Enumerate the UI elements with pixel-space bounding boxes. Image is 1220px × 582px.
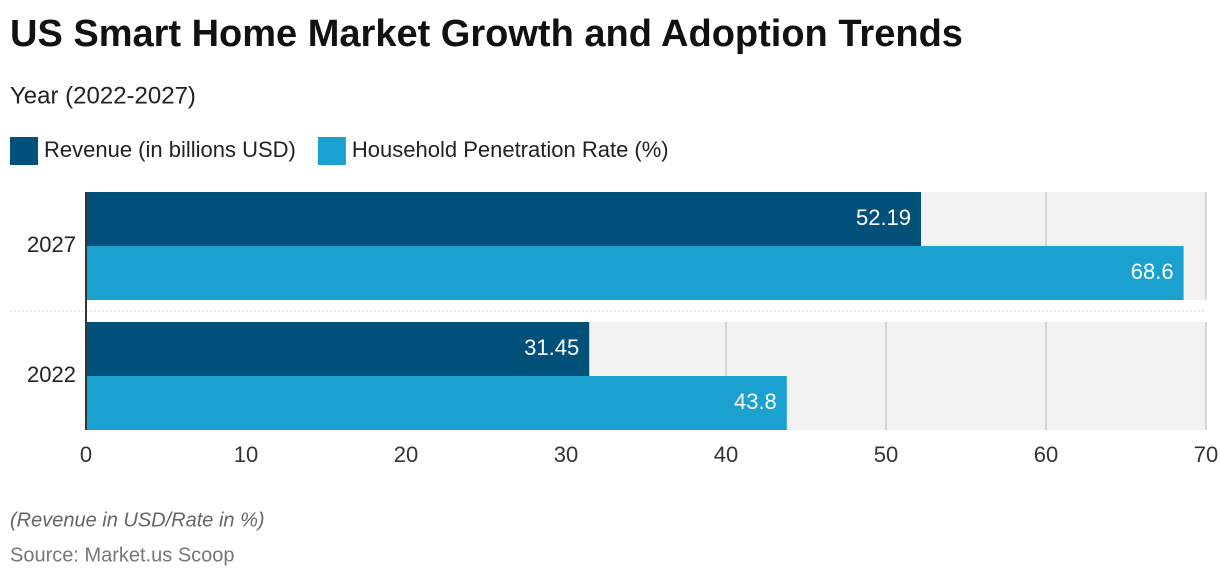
x-tick-label: 10 [234, 442, 258, 467]
chart-title: US Smart Home Market Growth and Adoption… [10, 13, 963, 55]
chart-subtitle: Year (2022-2027) [10, 82, 196, 109]
x-tick-label: 20 [394, 442, 418, 467]
x-tick-label: 30 [554, 442, 578, 467]
x-tick-label: 50 [874, 442, 898, 467]
y-tick-label: 2022 [27, 362, 76, 387]
x-tick-label: 0 [80, 442, 92, 467]
legend-swatch [317, 137, 346, 165]
x-tick-label: 40 [714, 442, 738, 467]
legend-swatch [10, 137, 38, 165]
bar [86, 192, 922, 246]
value-label: 43.8 [734, 389, 777, 414]
source: Source: Market.us Scoop [10, 544, 235, 566]
legend-label: Revenue (in billions USD) [44, 137, 296, 162]
value-label: 68.6 [1131, 259, 1174, 284]
value-label: 52.19 [856, 205, 911, 230]
bar [86, 322, 590, 376]
value-label: 31.45 [524, 335, 579, 360]
bar [86, 376, 787, 430]
x-tick-label: 60 [1034, 442, 1058, 467]
bar [86, 246, 1184, 300]
y-tick-label: 2027 [27, 232, 76, 257]
x-tick-label: 70 [1194, 442, 1218, 467]
note: (Revenue in USD/Rate in %) [10, 509, 265, 531]
legend-label: Household Penetration Rate (%) [352, 137, 669, 162]
